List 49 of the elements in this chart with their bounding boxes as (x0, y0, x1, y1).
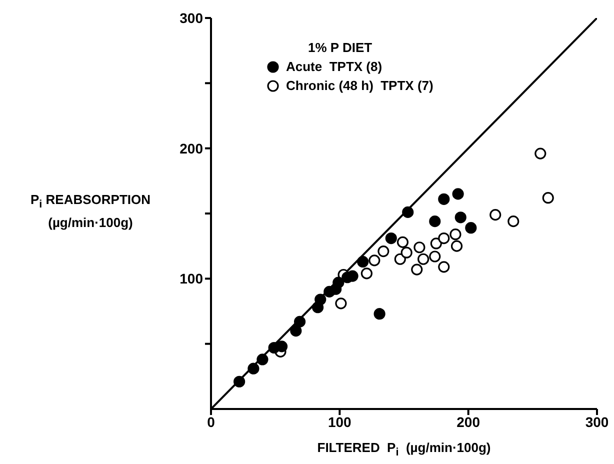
point (454, 212, 466, 224)
point (248, 362, 260, 374)
point (534, 148, 546, 160)
point (450, 228, 462, 240)
point (378, 245, 390, 258)
point (276, 340, 288, 352)
point (396, 236, 409, 248)
point (465, 222, 477, 234)
x-tick-label: 100 (328, 414, 352, 430)
point (314, 294, 326, 306)
point (542, 192, 554, 204)
point (418, 253, 430, 265)
point (234, 376, 246, 388)
y-tick-label: 100 (180, 270, 204, 287)
legend-label: Acute TPTX (8) (286, 59, 382, 74)
legend-title: 1% P DIET (307, 40, 374, 55)
point (508, 216, 520, 228)
point (430, 238, 442, 250)
y-tick-label: 200 (180, 140, 204, 156)
x-tick-label: 200 (456, 414, 480, 430)
x-tick-label: 300 (585, 414, 609, 430)
x-tick-label: 0 (207, 414, 216, 430)
legend-label: Chronic (48 h) TPTX (7) (286, 78, 434, 93)
point (332, 276, 344, 288)
point (385, 232, 397, 244)
point (452, 188, 464, 200)
point (411, 264, 423, 276)
point (414, 242, 426, 254)
point (429, 250, 441, 262)
point (402, 206, 414, 218)
point (360, 268, 372, 280)
point (294, 316, 306, 328)
point (438, 193, 450, 205)
point (290, 325, 302, 337)
x-axis-title: FILTERED P$_{i}$ (µg/min·100g) (316, 440, 492, 459)
point (490, 209, 502, 221)
y-tick-label: 300 (180, 10, 204, 26)
point (400, 246, 412, 258)
point (335, 298, 347, 310)
point (374, 308, 386, 320)
point (438, 232, 450, 244)
point (368, 254, 380, 266)
point (357, 256, 369, 268)
point (256, 354, 268, 366)
y-axis-title: P$_{i}$ REABSORPTION (µg/min·100g) (29, 191, 152, 231)
point (429, 216, 441, 228)
point (438, 261, 450, 273)
point (394, 253, 406, 265)
point (450, 240, 463, 252)
